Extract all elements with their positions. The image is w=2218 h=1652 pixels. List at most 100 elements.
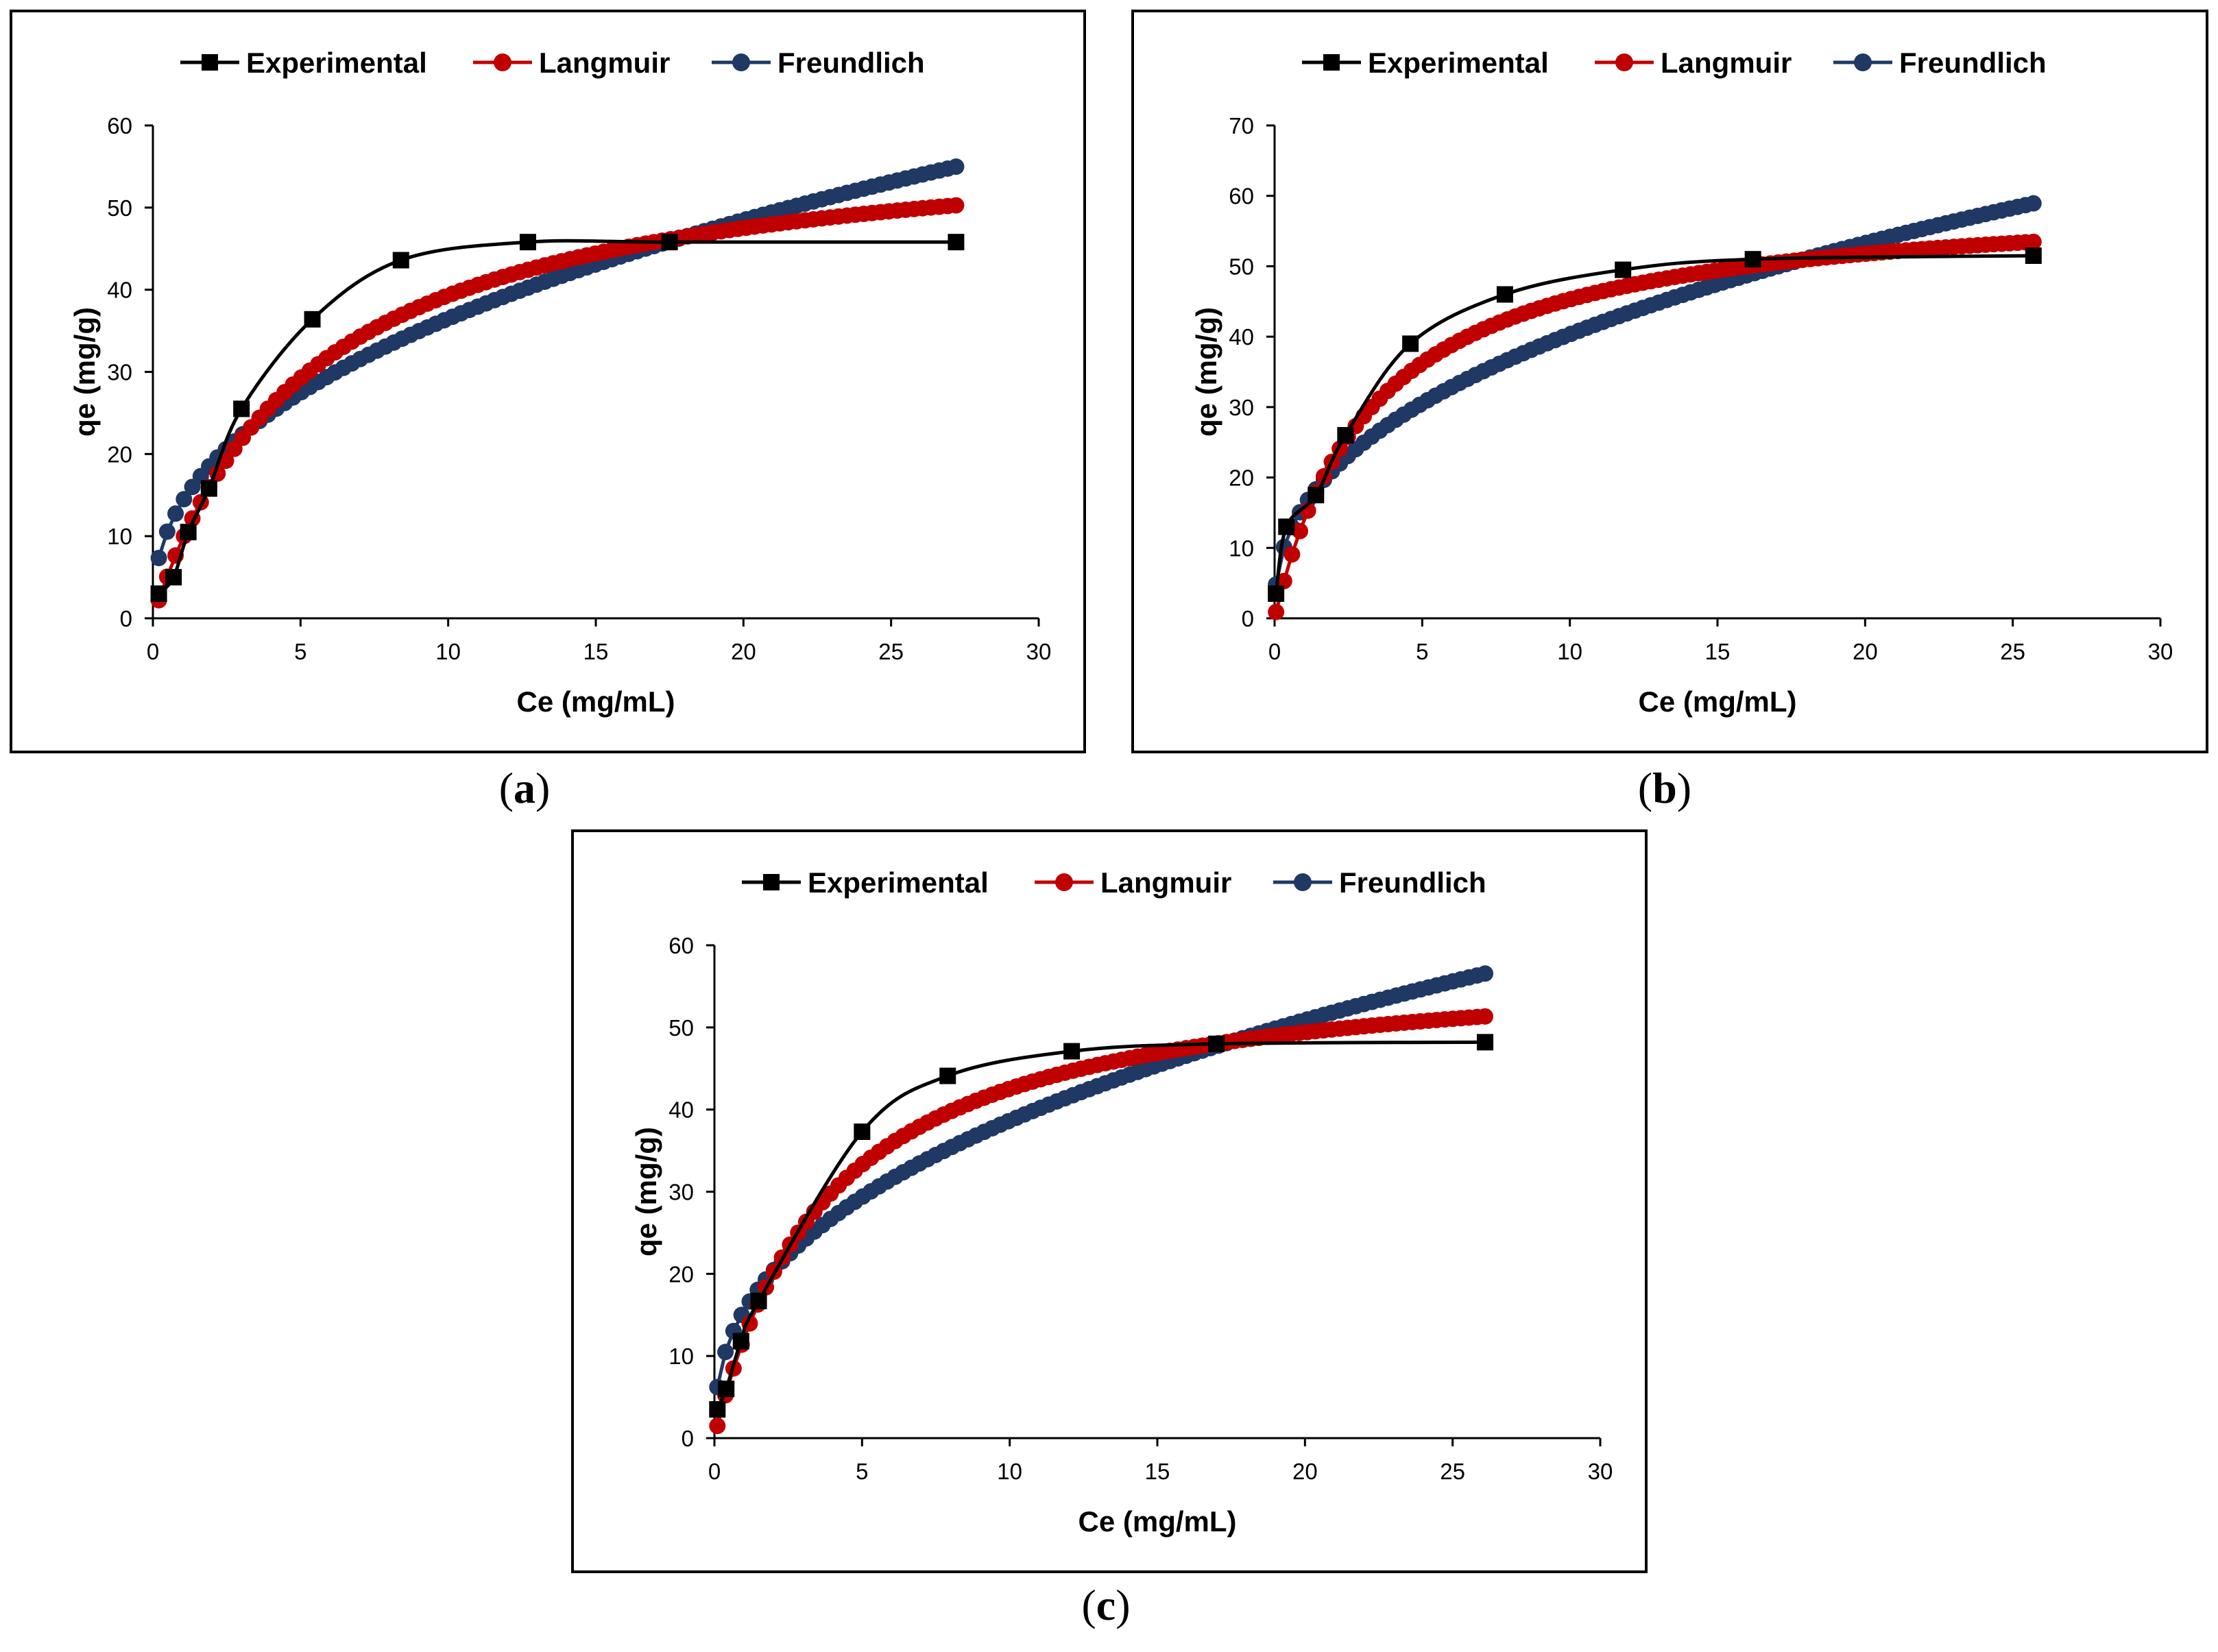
- legend-item-langmuir: Langmuir: [473, 47, 670, 79]
- experimental-point: [1744, 251, 1761, 268]
- legend-item-freundlich: Freundlich: [1273, 866, 1486, 899]
- legend-label: Langmuir: [1100, 866, 1231, 899]
- experimental-point: [150, 585, 167, 603]
- caption-a: (a): [498, 764, 551, 812]
- x-tick-label: 30: [1026, 639, 1052, 664]
- x-tick-label: 30: [1588, 1459, 1613, 1484]
- x-tick-label: 15: [583, 639, 609, 664]
- legend-item-langmuir: Langmuir: [1035, 866, 1231, 899]
- experimental-point: [661, 234, 678, 251]
- y-tick-label: 40: [1229, 324, 1254, 350]
- legend-square-marker: [202, 54, 218, 71]
- experimental-point: [854, 1123, 871, 1141]
- axes: 0 5 10 15 20 25 30 0 10 20 30 40 50 60: [107, 113, 1051, 664]
- experimental-point: [1063, 1043, 1081, 1060]
- x-axis-title: Ce (mg/mL): [1078, 1505, 1237, 1538]
- y-tick-label: 0: [1242, 606, 1254, 631]
- y-tick-label: 0: [682, 1426, 694, 1451]
- legend-item-freundlich: Freundlich: [1833, 47, 2047, 79]
- x-tick-label: 5: [856, 1459, 868, 1484]
- y-tick-label: 30: [1229, 395, 1254, 420]
- experimental-point: [392, 252, 409, 269]
- chart-panel-c: 0 5 10 15 20 25 30 0 10 20 30 40 50 60 Ce (mg/mL) qe (m…: [571, 829, 1648, 1573]
- experimental-point: [1615, 261, 1632, 278]
- freundlich-point: [167, 505, 184, 522]
- legend-label: Langmuir: [1661, 47, 1792, 79]
- chart-svg-b: 0 5 10 15 20 25 30 0 10 20 30 40 50 60 70 Ce (mg/mL) qe …: [1190, 47, 2173, 718]
- legend-label: Freundlich: [1339, 866, 1486, 899]
- legend-item-langmuir: Langmuir: [1595, 47, 1792, 79]
- y-axis-title: qe (mg/g): [1190, 307, 1222, 437]
- legend-square-marker: [763, 874, 780, 890]
- legend: Experimental Langmuir Freundlich: [180, 47, 925, 79]
- series-experimental: [1268, 247, 2042, 603]
- chart-svg-c: 0 5 10 15 20 25 30 0 10 20 30 40 50 60 Ce (mg/mL) qe (m…: [630, 866, 1613, 1538]
- experimental-point: [948, 234, 965, 251]
- experimental-point: [1337, 426, 1354, 444]
- experimental-point: [1307, 487, 1325, 504]
- y-tick-label: 40: [107, 278, 132, 303]
- legend-label: Freundlich: [1899, 47, 2047, 79]
- x-tick-label: 20: [731, 639, 756, 664]
- chart-panel-b: 0 5 10 15 20 25 30 0 10 20 30 40 50 60 70 Ce (mg/mL) qe …: [1131, 10, 2208, 753]
- y-axis-title: qe (mg/g): [630, 1127, 662, 1256]
- experimental-point: [732, 1333, 749, 1350]
- experimental-point: [718, 1381, 735, 1398]
- experimental-point: [1278, 518, 1295, 535]
- x-tick-label: 5: [1416, 639, 1428, 664]
- legend-circle-marker: [494, 53, 511, 71]
- axes: 0 5 10 15 20 25 30 0 10 20 30 40 50 60: [668, 933, 1613, 1484]
- x-tick-label: 10: [435, 639, 461, 664]
- experimental-point: [939, 1067, 956, 1084]
- y-tick-label: 20: [107, 441, 132, 467]
- y-tick-label: 20: [1229, 465, 1254, 491]
- series-experimental: [150, 234, 965, 603]
- y-tick-label: 10: [107, 524, 132, 549]
- y-tick-label: 60: [107, 113, 132, 138]
- series-experimental: [709, 1034, 1494, 1418]
- legend-label: Experimental: [1368, 47, 1549, 79]
- freundlich-point: [176, 491, 193, 508]
- caption-b: (b): [1637, 764, 1692, 812]
- y-tick-label: 50: [668, 1015, 694, 1041]
- y-tick-label: 60: [1229, 184, 1254, 209]
- experimental-point: [1496, 286, 1513, 303]
- y-tick-label: 40: [668, 1097, 694, 1123]
- langmuir-point: [1283, 546, 1301, 563]
- legend: Experimental Langmuir Freundlich: [1302, 47, 2047, 79]
- legend-item-experimental: Experimental: [742, 866, 989, 899]
- y-tick-label: 70: [1229, 113, 1254, 138]
- x-axis-title: Ce (mg/mL): [517, 685, 675, 718]
- x-tick-label: 15: [1705, 639, 1731, 664]
- x-tick-label: 20: [1853, 639, 1878, 664]
- x-tick-label: 10: [997, 1459, 1022, 1484]
- experimental-line: [157, 239, 956, 595]
- experimental-point: [1402, 335, 1419, 352]
- x-tick-label: 0: [708, 1459, 721, 1484]
- x-axis-title: Ce (mg/mL): [1639, 685, 1797, 718]
- x-tick-label: 30: [2148, 639, 2173, 664]
- series-langmuir: [150, 197, 965, 609]
- legend-item-experimental: Experimental: [180, 47, 427, 79]
- y-tick-label: 10: [1229, 535, 1254, 561]
- legend-item-freundlich: Freundlich: [712, 47, 925, 79]
- legend-label: Freundlich: [777, 47, 925, 79]
- experimental-point: [709, 1401, 726, 1418]
- freundlich-point: [2025, 195, 2042, 212]
- experimental-point: [165, 569, 182, 586]
- legend-circle-marker: [732, 53, 750, 71]
- langmuir-point: [1292, 522, 1309, 539]
- caption-c: (c): [1081, 1581, 1131, 1629]
- x-tick-label: 10: [1557, 639, 1582, 664]
- chart-panel-a: 0 5 10 15 20 25 30 0 10 20 30 40 50 60 Ce (mg/mL) qe (m…: [10, 10, 1086, 753]
- freundlich-point: [948, 158, 965, 175]
- x-tick-label: 5: [294, 639, 306, 664]
- x-tick-label: 15: [1145, 1459, 1170, 1484]
- experimental-line: [1274, 254, 2034, 594]
- x-tick-label: 25: [2000, 639, 2025, 664]
- legend-circle-marker: [1615, 53, 1633, 71]
- x-tick-label: 25: [1440, 1459, 1465, 1484]
- x-tick-label: 0: [1268, 639, 1281, 664]
- legend-item-experimental: Experimental: [1302, 47, 1549, 79]
- legend-circle-marker: [1294, 873, 1312, 891]
